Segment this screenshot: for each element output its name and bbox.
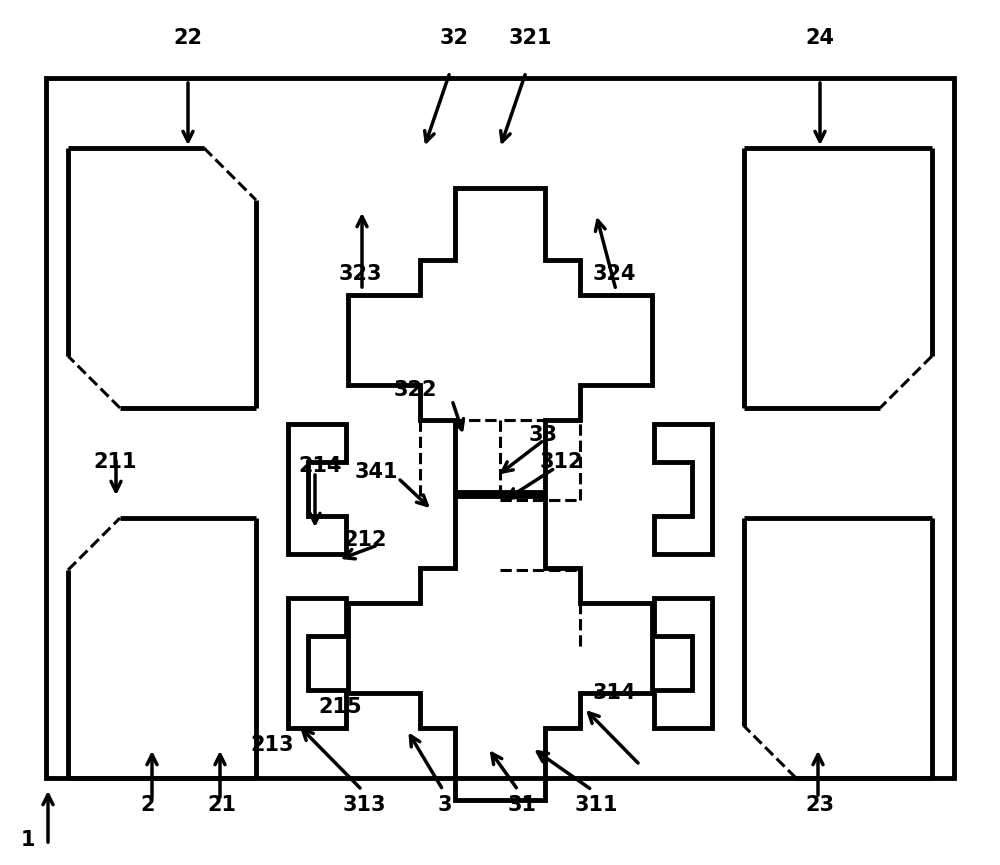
Text: 313: 313 <box>342 795 386 815</box>
Text: 321: 321 <box>508 28 552 48</box>
Text: 2: 2 <box>141 795 155 815</box>
Text: 214: 214 <box>298 456 342 476</box>
Text: 211: 211 <box>93 452 137 472</box>
Text: 312: 312 <box>539 452 583 472</box>
Text: 213: 213 <box>250 735 294 755</box>
Text: 23: 23 <box>806 795 834 815</box>
Text: 3: 3 <box>438 795 452 815</box>
Text: 21: 21 <box>208 795 237 815</box>
Text: 341: 341 <box>354 462 398 482</box>
Text: 22: 22 <box>174 28 203 48</box>
Text: 31: 31 <box>508 795 536 815</box>
Text: 215: 215 <box>318 697 362 717</box>
Text: 32: 32 <box>440 28 469 48</box>
Text: 322: 322 <box>393 380 437 400</box>
Text: 324: 324 <box>592 264 636 284</box>
Text: 24: 24 <box>806 28 834 48</box>
Text: 1: 1 <box>21 830 35 850</box>
Text: 33: 33 <box>528 425 558 445</box>
Text: 311: 311 <box>574 795 618 815</box>
Text: 314: 314 <box>592 683 636 703</box>
Text: 323: 323 <box>338 264 382 284</box>
Text: 212: 212 <box>343 530 387 550</box>
